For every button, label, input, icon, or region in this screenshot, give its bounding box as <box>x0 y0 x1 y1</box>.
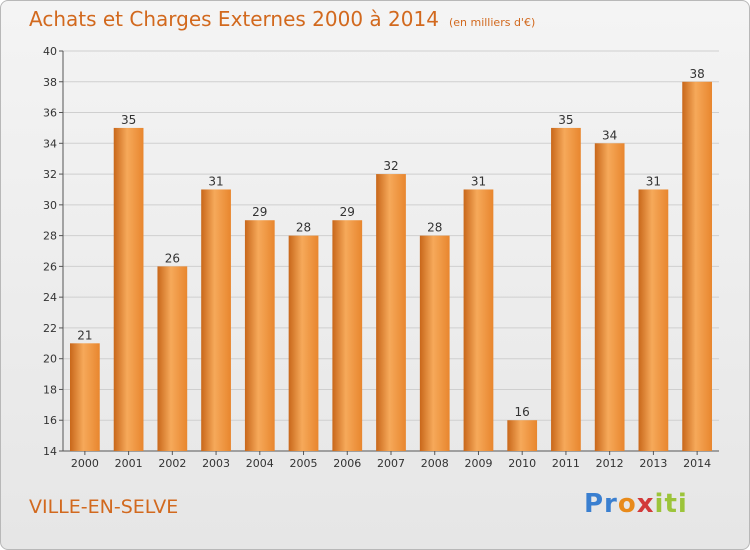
data-label-2012: 34 <box>602 128 617 142</box>
bar-2013 <box>638 189 669 451</box>
data-label-2007: 32 <box>383 159 398 173</box>
x-tick-label-2005: 2005 <box>290 457 318 470</box>
data-label-2014: 38 <box>689 67 704 81</box>
bar-2014 <box>682 81 713 452</box>
y-tick-label: 18 <box>43 383 57 396</box>
data-label-2011: 35 <box>558 113 573 127</box>
bar-2004 <box>244 220 275 451</box>
y-tick-label: 30 <box>43 199 57 212</box>
bars <box>69 81 713 452</box>
bar-2007 <box>376 174 406 452</box>
x-tick-label-2000: 2000 <box>71 457 99 470</box>
x-tick-label-2014: 2014 <box>683 457 711 470</box>
chart-title: Achats et Charges Externes 2000 à 2014 (e… <box>29 7 535 31</box>
y-tick-label: 36 <box>43 107 57 120</box>
y-tick-label: 40 <box>43 45 57 58</box>
y-tick-label: 32 <box>43 168 57 181</box>
x-tick-label-2002: 2002 <box>158 457 186 470</box>
data-label-2002: 26 <box>165 251 180 265</box>
bar-2011 <box>551 127 581 451</box>
data-label-2004: 29 <box>252 205 267 219</box>
data-label-2008: 28 <box>427 221 442 235</box>
x-tick-label-2010: 2010 <box>508 457 536 470</box>
proxiti-logo[interactable]: Proxiti <box>584 489 688 519</box>
x-tick-label-2003: 2003 <box>202 457 230 470</box>
labels: 14 16 18 20 22 24 26 28 30 32 34 36 38 40 21 2000 35 2001… <box>43 45 711 470</box>
data-label-2009: 31 <box>471 174 486 188</box>
y-tick-label: 24 <box>43 291 57 304</box>
x-tick-label-2004: 2004 <box>246 457 274 470</box>
bar-2012 <box>594 143 625 452</box>
bar-2002 <box>157 266 188 451</box>
bar-2003 <box>201 189 231 451</box>
data-label-2005: 28 <box>296 221 311 235</box>
data-label-2000: 21 <box>77 328 92 342</box>
x-tick-label-2007: 2007 <box>377 457 405 470</box>
data-label-2006: 29 <box>340 205 355 219</box>
y-tick-label: 20 <box>43 353 57 366</box>
x-tick-label-2012: 2012 <box>596 457 624 470</box>
y-tick-label: 16 <box>43 414 57 427</box>
bar-2009 <box>463 189 494 451</box>
bar-2005 <box>288 235 319 451</box>
chart-unit: (en milliers d'€) <box>448 16 536 29</box>
bar-2008 <box>419 235 450 451</box>
y-tick-label: 38 <box>43 76 57 89</box>
x-tick-label-2011: 2011 <box>552 457 580 470</box>
bar-2006 <box>332 220 363 451</box>
data-label-2010: 16 <box>515 405 530 419</box>
x-tick-label-2013: 2013 <box>639 457 667 470</box>
data-label-2013: 31 <box>646 174 661 188</box>
y-tick-label: 34 <box>43 137 57 150</box>
bar-2001 <box>113 127 144 451</box>
chart-title-text: Achats et Charges Externes 2000 à 2014 <box>29 7 439 31</box>
y-tick-label: 22 <box>43 322 57 335</box>
commune-name: VILLE-EN-SELVE <box>29 496 179 518</box>
y-tick-label: 26 <box>43 260 57 273</box>
data-label-2003: 31 <box>208 174 223 188</box>
bar-2010 <box>507 420 538 451</box>
x-tick-label-2009: 2009 <box>464 457 492 470</box>
data-label-2001: 35 <box>121 113 136 127</box>
y-tick-label: 14 <box>43 445 57 458</box>
x-tick-label-2001: 2001 <box>115 457 143 470</box>
bar-2000 <box>69 343 100 451</box>
x-tick-label-2006: 2006 <box>333 457 361 470</box>
y-tick-label: 28 <box>43 230 57 243</box>
x-tick-label-2008: 2008 <box>421 457 449 470</box>
